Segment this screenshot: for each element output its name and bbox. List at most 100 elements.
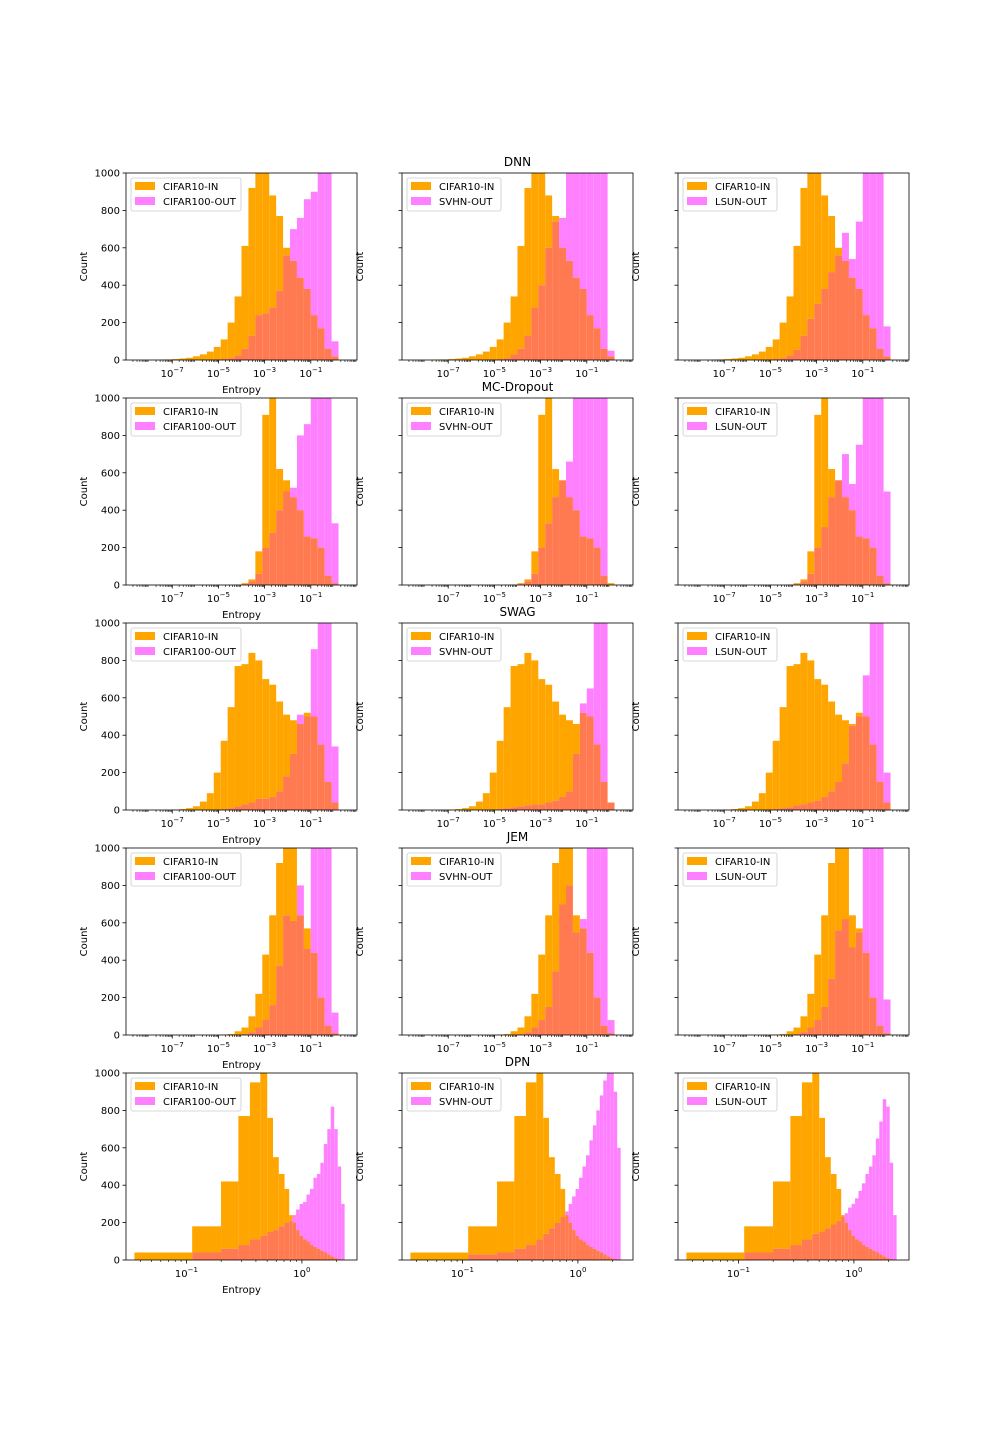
overlap-bar: [848, 510, 856, 585]
overlap-bar: [331, 1033, 339, 1035]
overlap-bar: [331, 583, 339, 585]
overlap-bar: [517, 584, 525, 585]
out-bar: [883, 772, 891, 803]
overlap-bar: [524, 805, 532, 810]
out-bar: [324, 623, 332, 782]
in-bar: [531, 173, 539, 308]
overlap-bar: [566, 497, 573, 585]
overlap-bar: [821, 527, 829, 585]
overlap-bar: [800, 804, 808, 810]
legend: CIFAR10-IN SVHN-OUT: [406, 627, 502, 662]
overlap-bar: [262, 313, 270, 360]
overlap-bar: [851, 1235, 856, 1260]
bars: [448, 623, 615, 810]
out-bar: [862, 675, 870, 717]
legend-out-label: CIFAR100-OUT: [163, 197, 237, 208]
in-bar: [410, 1252, 469, 1260]
legend-out-label: CIFAR100-OUT: [163, 422, 237, 433]
in-bar: [134, 1252, 193, 1260]
in-bar: [489, 346, 497, 360]
overlap-bar: [559, 796, 567, 810]
out-bar: [331, 1012, 339, 1034]
in-bar: [524, 652, 532, 806]
in-bar: [800, 1016, 808, 1033]
overlap-bar: [876, 781, 884, 810]
overlap-bar: [255, 315, 263, 360]
overlap-bar: [865, 1246, 869, 1260]
in-bar: [779, 1034, 787, 1035]
legend-out-label: SVHN-OUT: [439, 647, 493, 658]
x-tick-label: 10−1: [575, 816, 598, 830]
overlap-bar: [260, 1235, 268, 1260]
overlap-bar: [517, 1034, 525, 1035]
subplot-5-2: Count 10−1 100 DPN CIFAR10-IN SVHN-OUT: [355, 1055, 634, 1280]
in-bar: [538, 414, 546, 548]
in-bar: [289, 1215, 293, 1221]
x-axis-label: Entropy: [222, 835, 261, 846]
overlap-bar: [862, 538, 870, 585]
overlap-bar: [278, 1226, 285, 1260]
legend-box: [130, 177, 242, 212]
overlap-bar: [586, 716, 594, 810]
in-bar: [283, 714, 291, 777]
legend-out-label: CIFAR100-OUT: [163, 647, 237, 658]
overlap-bar: [821, 288, 829, 360]
overlap-bar: [324, 575, 332, 585]
y-tick-label: 600: [101, 693, 120, 704]
out-bar: [341, 1203, 345, 1260]
legend-out-swatch: [411, 1097, 431, 1105]
legend-in-swatch: [411, 857, 431, 865]
y-axis-label: Count: [79, 252, 90, 282]
subplot-title: MC-Dropout: [482, 380, 554, 394]
x-tick-label: 10−1: [299, 1041, 322, 1055]
in-bar: [283, 247, 291, 256]
overlap-bar: [552, 800, 560, 810]
legend-out-swatch: [135, 1097, 155, 1105]
out-bar: [566, 173, 573, 261]
in-bar: [828, 469, 836, 498]
overlap-bar: [552, 971, 560, 1035]
x-tick-label: 10−7: [161, 591, 184, 605]
overlap-bar: [786, 807, 794, 810]
in-bar: [825, 1157, 831, 1229]
in-bar: [572, 915, 580, 933]
overlap-bar: [814, 303, 822, 360]
out-bar: [872, 1155, 876, 1251]
overlap-bar: [582, 1241, 586, 1260]
legend-in-label: CIFAR10-IN: [163, 407, 218, 418]
overlap-bar: [267, 1231, 274, 1260]
overlap-bar: [324, 1025, 332, 1035]
x-axis-label: Entropy: [222, 610, 261, 621]
out-bar: [855, 1198, 859, 1240]
in-bar: [559, 848, 567, 905]
overlap-bar: [861, 1245, 866, 1260]
in-bar: [267, 1117, 274, 1232]
out-bar: [296, 885, 304, 916]
overlap-bar: [330, 1256, 335, 1260]
x-tick-label: 10−3: [253, 591, 276, 605]
overlap-bar: [531, 573, 539, 585]
out-bar: [299, 1203, 304, 1236]
overlap-bar: [327, 1254, 331, 1260]
in-bar: [765, 772, 773, 810]
legend-box: [130, 627, 242, 662]
in-bar: [848, 723, 856, 726]
overlap-bar: [586, 315, 594, 360]
in-bar: [848, 915, 856, 948]
overlap-bar: [862, 716, 870, 810]
in-bar: [531, 993, 539, 1028]
out-bar: [606, 1073, 611, 1257]
y-tick-label: 0: [114, 356, 120, 367]
overlap-bar: [303, 288, 311, 360]
overlap-bar: [613, 1259, 618, 1260]
overlap-bar: [269, 532, 277, 585]
overlap-bar: [538, 285, 546, 360]
legend-out-label: LSUN-OUT: [715, 197, 768, 208]
overlap-bar: [552, 497, 560, 585]
bars: [234, 398, 339, 585]
out-bar: [869, 848, 877, 998]
y-tick-label: 400: [101, 956, 120, 967]
out-bar: [886, 1106, 890, 1259]
y-tick-label: 800: [101, 656, 120, 667]
overlap-bar: [842, 260, 849, 360]
